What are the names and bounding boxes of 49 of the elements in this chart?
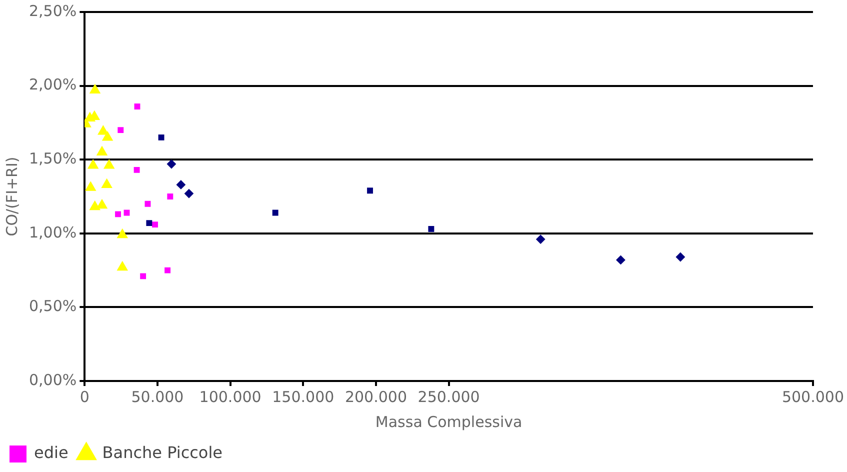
point	[140, 273, 146, 280]
point	[158, 134, 164, 140]
point	[176, 180, 186, 190]
point	[272, 210, 278, 216]
point	[115, 211, 121, 218]
point	[88, 160, 98, 169]
point	[152, 222, 158, 228]
point	[90, 200, 100, 210]
point	[85, 182, 96, 191]
x-tick-label: 500.000	[782, 388, 844, 406]
x-tick-label: 200.000	[344, 388, 407, 406]
y-tick-label: 2,50%	[28, 2, 77, 20]
point	[117, 261, 128, 271]
point	[146, 220, 152, 226]
x-tick-label: 50.000	[131, 388, 184, 406]
x-axis-title: Massa Complessiva	[375, 412, 522, 431]
point	[428, 226, 434, 232]
point	[102, 131, 113, 141]
point	[134, 103, 140, 110]
point	[96, 199, 108, 209]
y-tick-label: 1,50%	[28, 149, 77, 168]
point	[676, 252, 685, 262]
point	[167, 194, 174, 200]
point	[104, 160, 114, 169]
y-tick-label: 0,00%	[28, 370, 77, 389]
point	[184, 189, 194, 198]
y-tick-label: 0,50%	[28, 297, 77, 316]
point	[367, 188, 373, 194]
point	[536, 234, 546, 244]
point	[96, 146, 108, 156]
point	[118, 127, 124, 134]
legend-label: edie	[34, 443, 68, 462]
y-axis-title: CO/(FI+RI)	[2, 156, 21, 236]
point	[164, 267, 171, 274]
point	[98, 126, 108, 135]
x-tick-label: 100.000	[199, 388, 262, 406]
point	[90, 84, 100, 94]
y-tick-label: 2,00%	[28, 76, 77, 94]
point	[134, 166, 140, 173]
legend-label: Banche Piccole	[102, 443, 222, 462]
point	[166, 160, 176, 169]
y-tick-label: 1,00%	[28, 223, 77, 242]
point	[102, 178, 112, 188]
point	[117, 228, 128, 238]
point	[144, 200, 151, 207]
point	[616, 255, 626, 264]
x-tick-label: 0	[80, 388, 90, 406]
x-tick-label: 250.000	[418, 388, 480, 406]
x-tick-label: 150.000	[272, 388, 334, 406]
